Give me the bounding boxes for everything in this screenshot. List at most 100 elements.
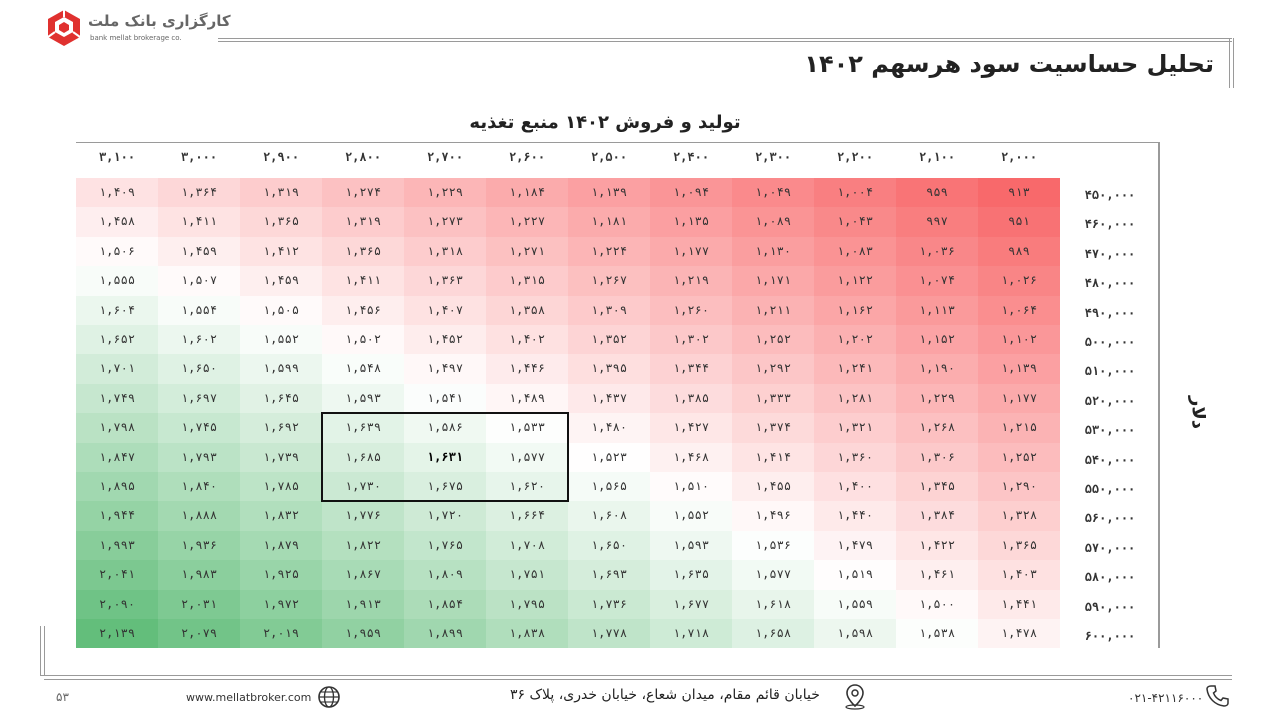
heatmap-cell: ۱,۵۶۵ — [568, 472, 650, 502]
heatmap-cell: ۱,۵۹۸ — [814, 619, 896, 649]
heatmap-cell: ۱,۰۰۴ — [814, 178, 896, 208]
heatmap-cell: ۱,۹۳۶ — [158, 530, 240, 561]
heatmap-cell: ۱,۱۳۰ — [732, 236, 814, 267]
heatmap-cell: ۱,۲۷۳ — [404, 207, 486, 237]
heatmap-cell: ۱,۵۷۷ — [732, 560, 814, 590]
heatmap-cell: ۱,۸۳۸ — [486, 619, 568, 649]
heatmap-cell: ۱,۸۳۲ — [240, 501, 322, 531]
heatmap-cell: ۱,۲۱۱ — [732, 295, 814, 325]
heatmap-cell: ۱,۶۹۷ — [158, 383, 240, 414]
heatmap-cell: ۱,۵۵۹ — [814, 589, 896, 619]
heatmap-cell: ۱,۱۷۷ — [650, 236, 732, 267]
heatmap-cell: ۱,۵۱۹ — [814, 560, 896, 590]
heatmap-cell: ۱,۳۳۳ — [732, 383, 814, 414]
row-header: ۵۸۰,۰۰۰ — [1084, 570, 1136, 585]
heatmap-cell: ۲,۰۴۱ — [76, 560, 158, 590]
heatmap-cell: ۱,۷۹۳ — [158, 442, 240, 472]
heatmap-cell: ۲,۰۹۰ — [76, 589, 158, 619]
brand-logo: کارگزاری بانک ملت bank mellat brokerage … — [44, 8, 231, 50]
heatmap-cell: ۱,۵۰۶ — [76, 236, 158, 267]
column-header: ۲,۰۰۰ — [1000, 150, 1038, 164]
heatmap-cell: ۱,۴۱۱ — [158, 207, 240, 237]
heatmap-cell: ۱,۰۷۴ — [896, 266, 978, 296]
heatmap-cell: ۱,۶۳۱ — [404, 442, 486, 472]
heatmap-cell: ۱,۲۴۱ — [814, 354, 896, 384]
heatmap-cell: ۱,۳۸۵ — [650, 383, 732, 414]
heatmap-cell: ۱,۶۵۰ — [568, 530, 650, 561]
heatmap-cell: ۱,۸۰۹ — [404, 560, 486, 590]
heatmap-cell: ۱,۲۵۲ — [732, 325, 814, 355]
column-header: ۲,۵۰۰ — [590, 150, 628, 164]
heatmap-cell: ۹۵۱ — [978, 207, 1060, 237]
heatmap-cell: ۱,۹۸۳ — [158, 560, 240, 590]
logo-hexagon-icon — [47, 10, 81, 46]
heatmap-cell: ۱,۱۳۹ — [568, 178, 650, 208]
heatmap-cell: ۱,۷۷۶ — [322, 501, 404, 531]
heatmap-cell: ۱,۷۶۵ — [404, 530, 486, 561]
heatmap-cell: ۱,۱۸۴ — [486, 178, 568, 208]
row-header: ۴۶۰,۰۰۰ — [1084, 217, 1136, 232]
heatmap-cell: ۱,۶۳۵ — [650, 560, 732, 590]
heatmap-cell: ۱,۷۴۵ — [158, 413, 240, 443]
heatmap-cell: ۱,۴۰۹ — [76, 178, 158, 208]
heatmap-cell: ۱,۴۸۰ — [568, 413, 650, 443]
location-pin-icon — [845, 684, 865, 710]
heatmap-cell: ۱,۷۲۰ — [404, 501, 486, 531]
heatmap-cell: ۱,۵۸۶ — [404, 413, 486, 443]
heatmap-cell: ۱,۰۸۳ — [814, 236, 896, 267]
footer-phone[interactable]: ۰۲۱-۴۲۱۱۶۰۰۰ — [1128, 691, 1204, 705]
heatmap-cell: ۱,۲۲۹ — [404, 178, 486, 208]
heatmap-cell: ۱,۲۱۹ — [650, 266, 732, 296]
heatmap-cell: ۱,۳۶۳ — [404, 266, 486, 296]
heatmap-cell: ۱,۴۴۰ — [814, 501, 896, 531]
row-header: ۴۷۰,۰۰۰ — [1084, 246, 1136, 261]
heatmap-cell: ۱,۴۴۶ — [486, 354, 568, 384]
heatmap-cell: ۱,۵۰۲ — [322, 325, 404, 355]
heatmap-cell: ۱,۷۰۱ — [76, 354, 158, 384]
heatmap-cell: ۱,۶۷۵ — [404, 472, 486, 502]
column-header: ۳,۱۰۰ — [98, 150, 136, 164]
heatmap-cell: ۱,۰۴۹ — [732, 178, 814, 208]
heatmap-cell: ۱,۴۵۲ — [404, 325, 486, 355]
heatmap-cell: ۱,۳۴۵ — [896, 472, 978, 502]
heatmap-cell: ۱,۹۴۴ — [76, 501, 158, 531]
heatmap-cell: ۱,۶۰۲ — [158, 325, 240, 355]
heatmap-cell: ۱,۱۳۵ — [650, 207, 732, 237]
heatmap-cell: ۱,۵۰۰ — [896, 589, 978, 619]
heatmap-cell: ۲,۰۳۱ — [158, 589, 240, 619]
heatmap-cell: ۱,۷۹۵ — [486, 589, 568, 619]
heatmap-cell: ۱,۴۹۶ — [732, 501, 814, 531]
heatmap-cell: ۱,۲۷۴ — [322, 178, 404, 208]
sensitivity-heatmap: ۹۱۳ ۹۵۹ ۱,۰۰۴ ۱,۰۴۹ ۱,۰۹۴ ۱,۱۳۹ ۱,۱۸۴ ۱,۲۲۹ ۱,۲۷… — [76, 178, 1060, 649]
heatmap-cell: ۱,۵۴۸ — [322, 354, 404, 384]
heatmap-cell: ۱,۳۱۹ — [240, 178, 322, 208]
heatmap-cell: ۱,۱۱۳ — [896, 295, 978, 325]
table-right-rule — [1158, 142, 1160, 648]
brand-name-en: bank mellat brokerage co. — [90, 34, 182, 42]
heatmap-cell: ۱,۶۹۳ — [568, 560, 650, 590]
row-header: ۵۱۰,۰۰۰ — [1084, 364, 1136, 379]
heatmap-cell: ۱,۶۲۰ — [486, 472, 568, 502]
heatmap-cell: ۱,۴۶۱ — [896, 560, 978, 590]
heatmap-cell: ۱,۴۵۶ — [322, 295, 404, 325]
heatmap-cell: ۱,۵۲۳ — [568, 442, 650, 472]
heatmap-cell: ۱,۸۹۹ — [404, 619, 486, 649]
column-header: ۲,۷۰۰ — [426, 150, 464, 164]
heatmap-cell: ۱,۶۱۸ — [732, 589, 814, 619]
heatmap-cell: ۱,۲۲۷ — [486, 207, 568, 237]
row-header: ۵۴۰,۰۰۰ — [1084, 452, 1136, 467]
heatmap-cell: ۱,۰۲۶ — [978, 266, 1060, 296]
heatmap-cell: ۱,۵۴۱ — [404, 383, 486, 414]
heatmap-cell: ۱,۳۶۰ — [814, 442, 896, 472]
website-link[interactable]: www.mellatbroker.com — [186, 691, 312, 704]
heatmap-cell: ۱,۱۲۲ — [814, 266, 896, 296]
heatmap-cell: ۱,۷۴۹ — [76, 383, 158, 414]
heatmap-cell: ۱,۰۹۴ — [650, 178, 732, 208]
heatmap-cell: ۱,۵۵۲ — [240, 325, 322, 355]
heatmap-cell: ۱,۶۶۴ — [486, 501, 568, 531]
heatmap-cell: ۱,۶۸۵ — [322, 442, 404, 472]
heatmap-cell: ۱,۲۶۰ — [650, 295, 732, 325]
heatmap-cell: ۱,۲۹۰ — [978, 472, 1060, 502]
heatmap-cell: ۱,۶۰۸ — [568, 501, 650, 531]
heatmap-cell: ۱,۵۳۶ — [732, 530, 814, 561]
